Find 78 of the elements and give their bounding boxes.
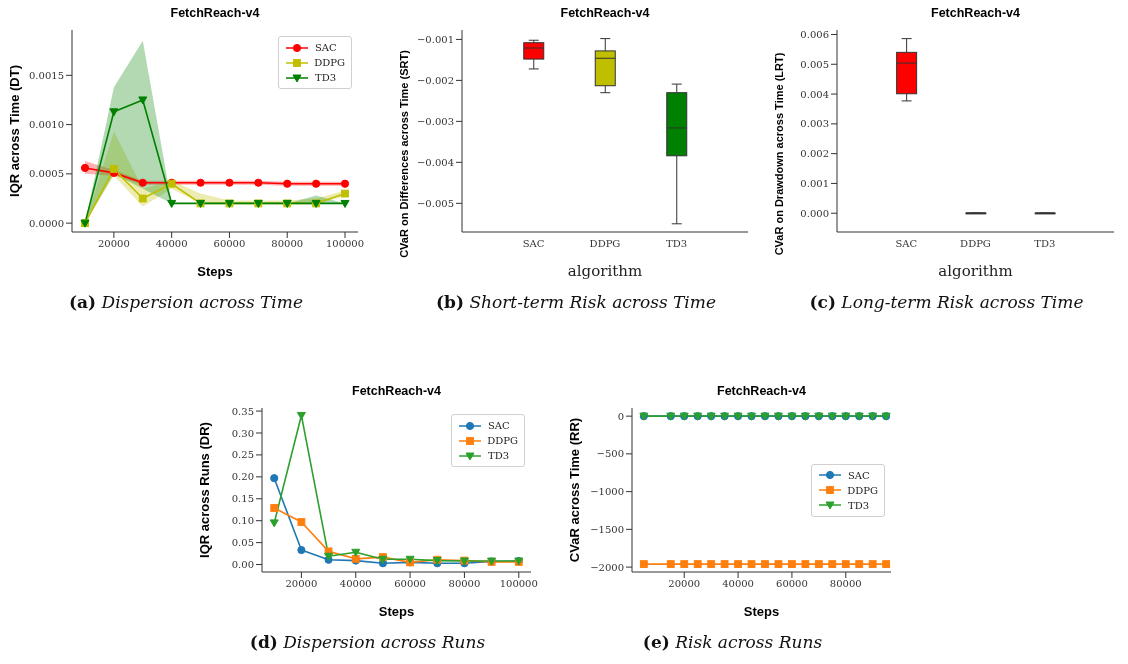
y-tick-label: 0.006: [800, 29, 829, 41]
text: (a) Dispersion across Time: [69, 292, 303, 312]
legend-label: SAC: [488, 420, 510, 431]
y-tick-label: −2000: [590, 561, 624, 573]
x-tick-label: 80000: [448, 578, 481, 590]
y-tick-label: 0.20: [231, 471, 254, 483]
legend-label: SAC: [848, 469, 870, 481]
y-tick-label: 0.25: [231, 449, 254, 461]
legend-label: SAC: [315, 42, 337, 53]
chart-title: FetchReach-v4: [930, 6, 1021, 22]
y-axis-title: CVaR across Time (RR): [566, 417, 582, 563]
chart-title: FetchReach-v4: [559, 6, 651, 22]
text: (b) Short-term Risk across Time: [436, 292, 716, 312]
x-tick-label: TD3: [1034, 238, 1056, 250]
x-axis-title: Steps: [743, 604, 780, 619]
x-tick-label: 80000: [271, 238, 304, 250]
x-tick-label: 40000: [155, 238, 188, 250]
y-tick-label: 0.000: [800, 207, 829, 219]
y-tick-label: 0.05: [231, 537, 254, 549]
y-tick-label: 0.35: [231, 405, 254, 417]
y-tick-label: −500: [596, 448, 624, 460]
y-tick-label: −0.001: [416, 33, 454, 45]
legend-label: TD3: [488, 450, 510, 461]
chart-title: FetchReach-v4: [716, 384, 807, 400]
y-axis-title: IQR across Runs (DR): [196, 422, 212, 558]
x-axis-title: algorithm: [938, 262, 1013, 280]
y-tick-label: 0.0005: [29, 168, 64, 180]
y-tick-label: 0.10: [231, 515, 254, 527]
x-tick-label: 20000: [97, 238, 130, 250]
x-tick-label: DDPG: [960, 238, 991, 250]
y-tick-label: −0.004: [416, 156, 454, 168]
x-tick-label: 100000: [499, 578, 538, 590]
x-tick-label: SAC: [522, 238, 545, 250]
y-tick-label: −1000: [590, 486, 624, 498]
y-tick-label: −0.003: [416, 115, 454, 127]
text: (e) Risk across Runs: [642, 632, 823, 652]
x-axis-title: Steps: [378, 604, 415, 619]
legend-label: DDPG: [847, 484, 878, 496]
legend-label: TD3: [315, 72, 337, 83]
text: (d) Dispersion across Runs: [249, 632, 486, 652]
x-tick-label: 60000: [213, 238, 246, 250]
x-tick-label: 20000: [285, 578, 318, 590]
x-tick-label: 60000: [394, 578, 426, 590]
x-axis-title: Steps: [197, 264, 233, 279]
y-tick-label: −0.005: [416, 197, 454, 209]
legend-label: DDPG: [487, 435, 518, 446]
legend-label: TD3: [848, 499, 870, 511]
y-tick-label: 0: [617, 410, 624, 422]
y-tick-label: 0.004: [800, 88, 829, 100]
y-tick-label: 0.0000: [29, 217, 64, 229]
x-axis-title: algorithm: [567, 262, 643, 280]
y-tick-label: 0.001: [800, 177, 829, 189]
x-tick-label: 100000: [325, 238, 365, 250]
chart-title: FetchReach-v4: [169, 6, 261, 22]
x-tick-label: 80000: [829, 578, 862, 590]
x-tick-label: 40000: [722, 578, 754, 590]
y-tick-label: −1500: [590, 523, 624, 535]
chart-title: FetchReach-v4: [351, 384, 442, 400]
y-axis-title: CVaR on Differences across Time (SRT): [398, 49, 410, 258]
x-tick-label: 60000: [776, 578, 808, 590]
y-tick-label: 0.003: [800, 118, 829, 130]
y-tick-label: 0.002: [800, 148, 829, 160]
y-tick-label: 0.15: [231, 493, 254, 505]
x-tick-label: 40000: [339, 578, 372, 590]
y-axis-title: CVaR on Drawdown across Time (LRT): [773, 52, 785, 256]
y-tick-label: 0.30: [231, 427, 254, 439]
x-tick-label: DDPG: [589, 238, 621, 250]
y-tick-label: 0.005: [800, 58, 829, 70]
y-tick-label: 0.00: [231, 559, 254, 571]
y-tick-label: 0.0015: [29, 69, 64, 81]
y-tick-label: −0.002: [416, 74, 454, 86]
x-tick-label: 20000: [668, 578, 701, 590]
y-axis-title: IQR across Time (DT): [6, 65, 22, 197]
y-tick-label: 0.0010: [29, 119, 64, 131]
text: (c) Long-term Risk across Time: [809, 292, 1084, 312]
legend-label: DDPG: [314, 57, 345, 68]
x-tick-label: TD3: [665, 238, 688, 250]
x-tick-label: SAC: [895, 238, 918, 250]
